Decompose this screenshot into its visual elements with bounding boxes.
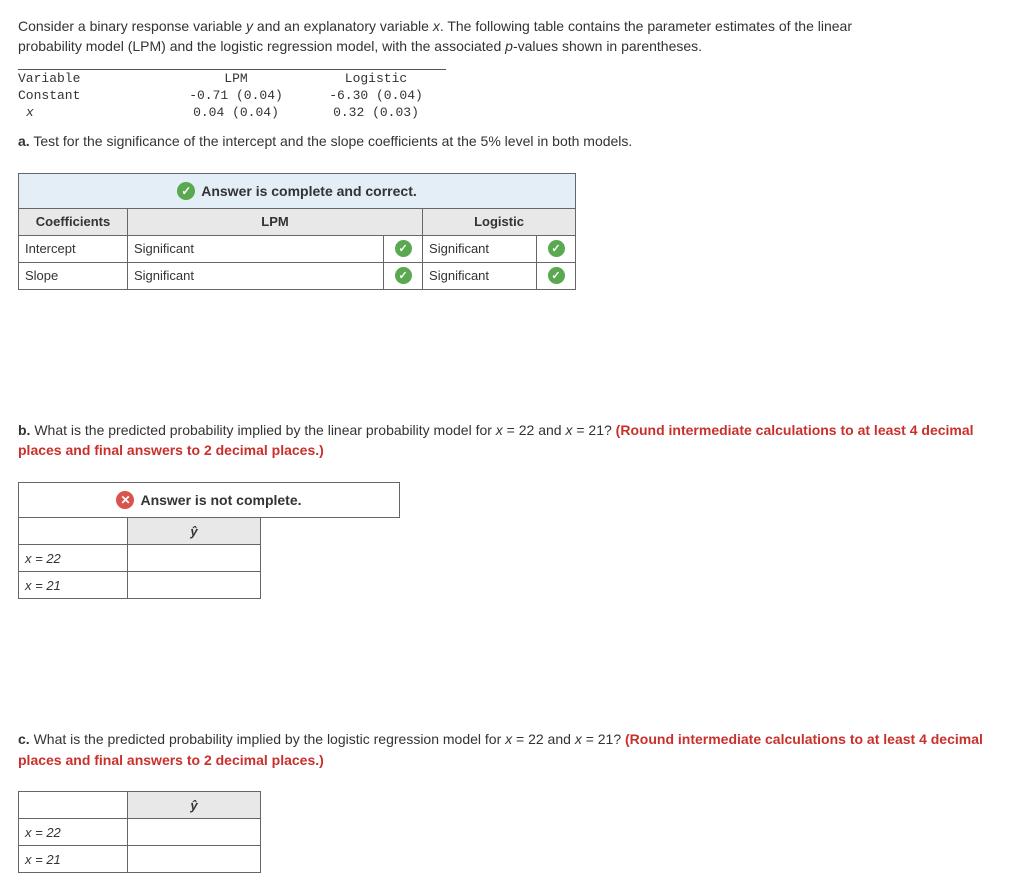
col-header-yhat: ŷ [128, 792, 261, 819]
answer-input[interactable] [128, 819, 261, 846]
answer-input[interactable] [128, 545, 261, 572]
row-label: x = 21 [19, 572, 128, 599]
part-c-question: c. What is the predicted probability imp… [18, 729, 1006, 770]
feedback-text: Answer is not complete. [140, 492, 301, 508]
part-b-text: = 21? [572, 422, 615, 438]
blank-header [19, 518, 128, 545]
feedback-text: Answer is complete and correct. [201, 183, 417, 199]
answer-cell[interactable]: Significant [128, 235, 384, 262]
answer-cell[interactable]: Significant [423, 235, 537, 262]
row-label: Slope [19, 262, 128, 289]
table-row: Intercept Significant ✓ Significant ✓ [19, 235, 576, 262]
check-icon: ✓ [548, 240, 565, 257]
part-b-question: b. What is the predicted probability imp… [18, 420, 1006, 461]
part-c-table: ŷ x = 22 x = 21 [18, 791, 261, 873]
row-label: Intercept [19, 235, 128, 262]
var-y: y [246, 18, 253, 34]
table-row: x = 22 [19, 819, 261, 846]
part-a-table: Coefficients LPM Logistic Intercept Sign… [18, 208, 576, 290]
answer-input[interactable] [128, 572, 261, 599]
part-c-text: = 22 and [512, 731, 575, 747]
part-c-label: c. [18, 731, 30, 747]
param-header-logistic: Logistic [306, 69, 446, 87]
check-icon: ✓ [395, 240, 412, 257]
var-x: x [433, 18, 440, 34]
var-x: x [496, 422, 503, 438]
row-label: x = 22 [19, 545, 128, 572]
param-cell: 0.32 (0.03) [306, 104, 446, 121]
check-icon: ✓ [177, 182, 195, 200]
check-mark: ✓ [384, 262, 423, 289]
part-b-table: ŷ x = 22 x = 21 [18, 517, 261, 599]
answer-cell[interactable]: Significant [423, 262, 537, 289]
param-cell: -0.71 (0.04) [166, 87, 306, 104]
part-c-text: What is the predicted probability implie… [30, 731, 505, 747]
intro-text: and an explanatory variable [253, 18, 433, 34]
param-cell: 0.04 (0.04) [166, 104, 306, 121]
col-header-logistic: Logistic [423, 208, 576, 235]
row-label: x = 22 [19, 819, 128, 846]
blank-header [19, 792, 128, 819]
part-a-answer-block: ✓ Answer is complete and correct. Coeffi… [18, 173, 1006, 290]
param-row-label: Constant [18, 87, 166, 104]
check-icon: ✓ [548, 267, 565, 284]
check-mark: ✓ [537, 235, 576, 262]
feedback-banner-incomplete: ✕ Answer is not complete. [18, 482, 400, 518]
col-header-lpm: LPM [128, 208, 423, 235]
part-b-text: = 22 and [503, 422, 566, 438]
part-a-label: a. [18, 133, 30, 149]
table-row: x = 22 [19, 545, 261, 572]
part-b-label: b. [18, 422, 30, 438]
check-icon: ✓ [395, 267, 412, 284]
intro-text: probability model (LPM) and the logistic… [18, 38, 505, 54]
feedback-banner-correct: ✓ Answer is complete and correct. [18, 173, 576, 209]
answer-input[interactable] [128, 846, 261, 873]
problem-intro: Consider a binary response variable y an… [18, 16, 1006, 57]
part-b-answer-block: ✕ Answer is not complete. ŷ x = 22 x = 2… [18, 482, 1006, 599]
col-header-coef: Coefficients [19, 208, 128, 235]
check-mark: ✓ [384, 235, 423, 262]
part-c-text: = 21? [582, 731, 625, 747]
part-b-text: What is the predicted probability implie… [30, 422, 495, 438]
part-c-answer-block: ŷ x = 22 x = 21 [18, 791, 1006, 873]
check-mark: ✓ [537, 262, 576, 289]
row-label: x = 21 [19, 846, 128, 873]
parameter-table: Variable LPM Logistic Constant -0.71 (0.… [18, 69, 446, 121]
param-cell: -6.30 (0.04) [306, 87, 446, 104]
intro-text: . The following table contains the param… [440, 18, 852, 34]
intro-text: -values shown in parentheses. [513, 38, 702, 54]
table-row: x = 21 [19, 846, 261, 873]
param-header-lpm: LPM [166, 69, 306, 87]
param-header-variable: Variable [18, 69, 166, 87]
answer-cell[interactable]: Significant [128, 262, 384, 289]
var-p: p [505, 38, 513, 54]
table-row: Slope Significant ✓ Significant ✓ [19, 262, 576, 289]
intro-text: Consider a binary response variable [18, 18, 246, 34]
var-x: x [575, 731, 582, 747]
part-a-question: a. Test for the significance of the inte… [18, 131, 1006, 151]
part-a-text: Test for the significance of the interce… [30, 133, 633, 149]
x-icon: ✕ [116, 491, 134, 509]
param-row-label: x [18, 104, 166, 121]
col-header-yhat: ŷ [128, 518, 261, 545]
table-row: x = 21 [19, 572, 261, 599]
